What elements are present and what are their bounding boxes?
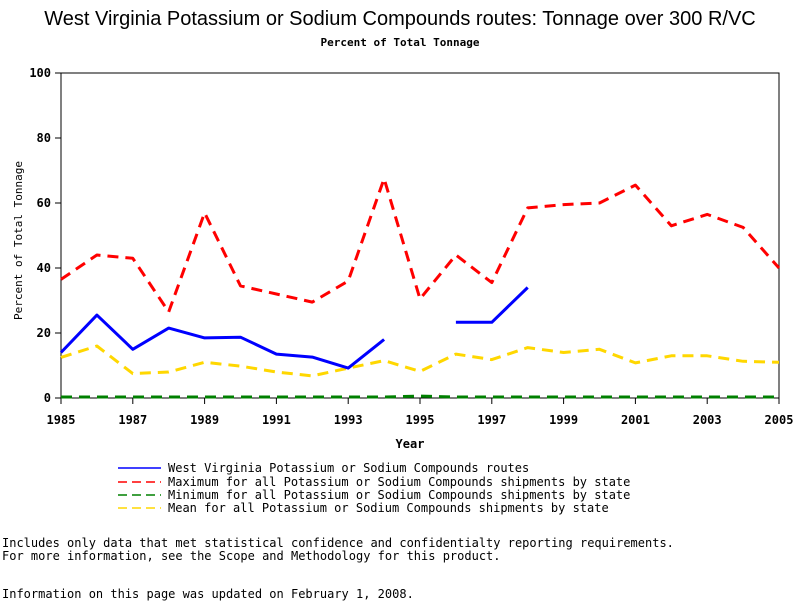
series-line-maximum — [60, 177, 781, 314]
x-tick-label: 1995 — [406, 413, 435, 427]
plot-frame — [60, 72, 780, 399]
chart-subtitle: Percent of Total Tonnage — [320, 36, 480, 49]
footnote-line-2: For more information, see the Scope and … — [2, 549, 501, 563]
y-tick-label: 80 — [37, 131, 51, 145]
series-line-mean — [60, 344, 780, 378]
legend-label-maximum: Maximum for all Potassium or Sodium Comp… — [168, 475, 630, 489]
y-tick-label: 20 — [37, 326, 51, 340]
x-tick-label: 1989 — [190, 413, 219, 427]
x-tick-label: 1999 — [549, 413, 578, 427]
y-tick-label: 0 — [44, 391, 51, 405]
legend-label-minimum: Minimum for all Potassium or Sodium Comp… — [168, 488, 630, 502]
series-line-minimum — [61, 394, 779, 399]
x-tick-label: 1991 — [262, 413, 291, 427]
x-tick-label: 1985 — [47, 413, 76, 427]
series-line-wv-routes — [455, 286, 529, 324]
x-tick-label: 2001 — [621, 413, 650, 427]
x-tick-label: 1997 — [477, 413, 506, 427]
legend-label-wv-routes: West Virginia Potassium or Sodium Compou… — [168, 461, 529, 475]
x-axis-label: Year — [396, 437, 425, 451]
y-tick-label: 60 — [37, 196, 51, 210]
legend-label-mean: Mean for all Potassium or Sodium Compoun… — [168, 501, 609, 515]
x-tick-label: 1987 — [118, 413, 147, 427]
x-tick-label: 1993 — [334, 413, 363, 427]
x-tick-label: 2005 — [765, 413, 794, 427]
y-tick-label: 40 — [37, 261, 51, 275]
y-axis-label: Percent of Total Tonnage — [12, 161, 25, 320]
update-note: Information on this page was updated on … — [2, 587, 414, 601]
x-tick-label: 2003 — [693, 413, 722, 427]
footnote-line-1: Includes only data that met statistical … — [2, 536, 674, 550]
chart-title: West Virginia Potassium or Sodium Compou… — [44, 8, 756, 30]
series-line-wv-routes — [59, 313, 386, 370]
y-tick-label: 100 — [29, 66, 51, 80]
